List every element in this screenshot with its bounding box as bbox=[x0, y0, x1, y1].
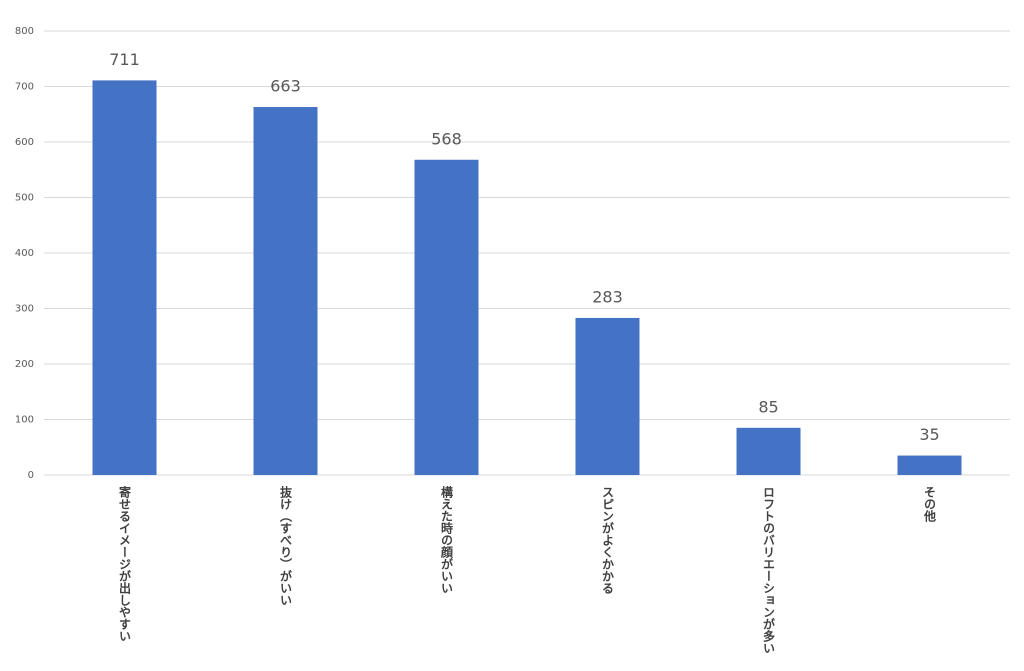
bar bbox=[92, 80, 157, 476]
bar bbox=[253, 107, 318, 475]
bar bbox=[897, 455, 962, 475]
y-tick-label: 0 bbox=[28, 470, 34, 481]
x-tick-label: その他 bbox=[923, 486, 937, 523]
bar bbox=[575, 317, 640, 475]
y-tick-label: 100 bbox=[15, 415, 34, 426]
bar bbox=[736, 427, 801, 475]
x-tick-label: 寄せるイメージが出しやすい bbox=[118, 485, 132, 642]
y-tick-label: 700 bbox=[15, 82, 34, 93]
value-label: 283 bbox=[592, 287, 623, 306]
x-tick-label: 抜け（すべり）がいい bbox=[279, 485, 293, 606]
value-label: 85 bbox=[758, 397, 778, 416]
x-tick-label: 構えた時の顔がいい bbox=[440, 485, 454, 594]
bar bbox=[414, 159, 479, 475]
y-tick-label: 600 bbox=[15, 137, 34, 148]
x-tick-label: ロフトのバリエーションが多い bbox=[762, 486, 776, 654]
value-label: 568 bbox=[431, 129, 462, 148]
y-tick-label: 500 bbox=[15, 193, 34, 204]
value-label: 35 bbox=[919, 425, 939, 444]
y-tick-label: 400 bbox=[15, 248, 34, 259]
x-tick-label: スピンがよくかかる bbox=[601, 486, 615, 594]
y-tick-label: 300 bbox=[15, 304, 34, 315]
value-label: 711 bbox=[109, 50, 140, 69]
y-tick-label: 800 bbox=[15, 26, 34, 37]
y-tick-label: 200 bbox=[15, 359, 34, 370]
value-label: 663 bbox=[270, 77, 301, 96]
